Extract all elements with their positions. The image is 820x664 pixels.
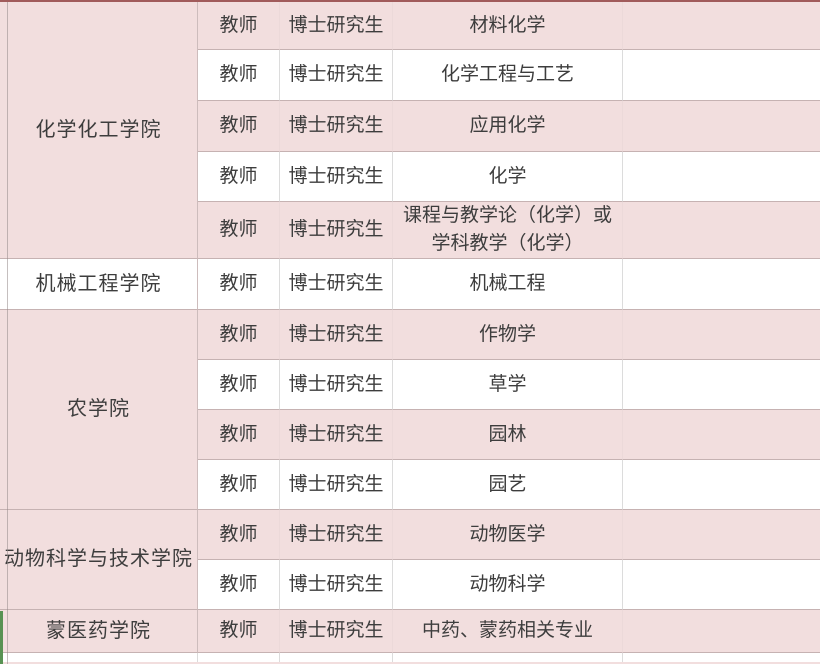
cutoff-cell <box>393 653 623 662</box>
major-cell: 园林 <box>393 410 623 460</box>
position-cell: 教师 <box>198 259 280 310</box>
college-cell: 动物科学与技术学院 <box>0 510 198 610</box>
degree-cell: 博士研究生 <box>280 560 393 610</box>
empty-cell <box>623 202 820 259</box>
empty-cell <box>623 101 820 152</box>
major-cell: 作物学 <box>393 310 623 360</box>
cutoff-cell <box>280 653 393 662</box>
empty-cell <box>623 50 820 101</box>
degree-cell: 博士研究生 <box>280 610 393 653</box>
major-cell: 机械工程 <box>393 259 623 310</box>
empty-cell <box>623 460 820 510</box>
degree-cell: 博士研究生 <box>280 460 393 510</box>
major-cell: 化学 <box>393 152 623 202</box>
cutoff-cell <box>198 653 280 662</box>
position-cell: 教师 <box>198 560 280 610</box>
cutoff-cell <box>0 653 198 662</box>
degree-cell: 博士研究生 <box>280 50 393 101</box>
empty-cell <box>623 2 820 50</box>
empty-cell <box>623 610 820 653</box>
cutoff-cell <box>623 653 820 662</box>
college-cell: 农学院 <box>0 310 198 510</box>
degree-cell: 博士研究生 <box>280 2 393 50</box>
empty-cell <box>623 259 820 310</box>
college-cell: 蒙医药学院 <box>0 610 198 653</box>
college-cell: 化学化工学院 <box>0 2 198 259</box>
degree-cell: 博士研究生 <box>280 360 393 410</box>
empty-cell <box>623 152 820 202</box>
major-cell: 草学 <box>393 360 623 410</box>
green-left-marker <box>0 611 3 664</box>
major-cell: 应用化学 <box>393 101 623 152</box>
position-cell: 教师 <box>198 310 280 360</box>
position-cell: 教师 <box>198 2 280 50</box>
empty-cell <box>623 560 820 610</box>
position-cell: 教师 <box>198 610 280 653</box>
major-cell: 材料化学 <box>393 2 623 50</box>
major-cell: 动物科学 <box>393 560 623 610</box>
position-cell: 教师 <box>198 360 280 410</box>
position-cell: 教师 <box>198 460 280 510</box>
degree-cell: 博士研究生 <box>280 202 393 259</box>
position-cell: 教师 <box>198 152 280 202</box>
position-cell: 教师 <box>198 50 280 101</box>
major-cell: 动物医学 <box>393 510 623 560</box>
empty-cell <box>623 360 820 410</box>
degree-cell: 博士研究生 <box>280 510 393 560</box>
empty-cell <box>623 510 820 560</box>
college-cell: 机械工程学院 <box>0 259 198 310</box>
empty-cell <box>623 310 820 360</box>
major-cell: 园艺 <box>393 460 623 510</box>
position-cell: 教师 <box>198 101 280 152</box>
major-cell: 化学工程与工艺 <box>393 50 623 101</box>
degree-cell: 博士研究生 <box>280 410 393 460</box>
degree-cell: 博士研究生 <box>280 310 393 360</box>
major-cell: 课程与教学论（化学）或学科教学（化学） <box>393 202 623 259</box>
degree-cell: 博士研究生 <box>280 101 393 152</box>
empty-cell <box>623 410 820 460</box>
degree-cell: 博士研究生 <box>280 152 393 202</box>
position-cell: 教师 <box>198 202 280 259</box>
degree-cell: 博士研究生 <box>280 259 393 310</box>
position-cell: 教师 <box>198 410 280 460</box>
major-cell: 中药、蒙药相关专业 <box>393 610 623 653</box>
position-cell: 教师 <box>198 510 280 560</box>
